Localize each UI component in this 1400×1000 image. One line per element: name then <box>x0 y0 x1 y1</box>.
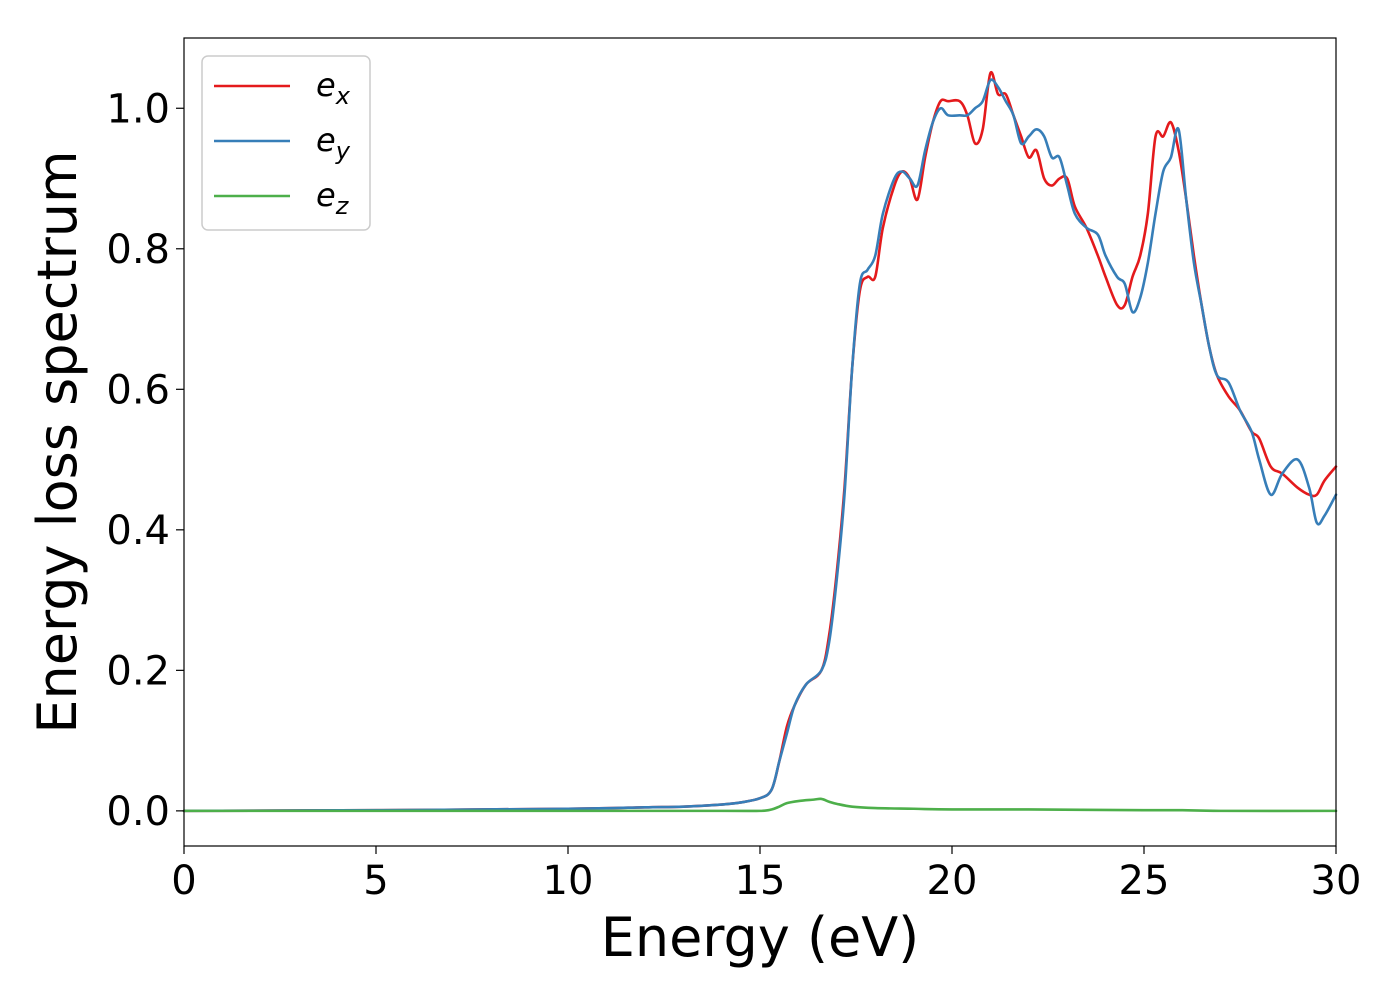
y-tick-label: 0.8 <box>106 227 170 273</box>
y-axis-title: Energy loss spectrum <box>26 150 89 733</box>
legend-label-z: ez <box>316 176 350 220</box>
legend-label-x: ex <box>316 66 351 110</box>
series-line-z <box>182 797 1338 813</box>
y-axis: 0.0 0.2 0.4 0.6 0.8 1.0 <box>106 86 184 835</box>
y-tick-label: 1.0 <box>106 86 170 132</box>
legend: ex ey ez <box>201 55 371 231</box>
x-tick-label: 15 <box>735 858 786 904</box>
x-tick-label: 25 <box>1119 858 1170 904</box>
x-tick-label: 30 <box>1311 858 1362 904</box>
x-tick-label: 10 <box>543 858 594 904</box>
y-tick-label: 0.2 <box>106 648 170 694</box>
x-tick-label: 20 <box>927 858 978 904</box>
x-tick-label: 5 <box>363 858 388 904</box>
x-tick-label: 0 <box>171 858 196 904</box>
series-line-y <box>182 78 1338 813</box>
legend-label-y: ey <box>316 121 351 165</box>
y-tick-label: 0.4 <box>106 508 170 554</box>
legend-frame <box>201 55 371 231</box>
y-tick-label: 0.0 <box>106 789 170 835</box>
x-axis-title: Energy (eV) <box>601 906 920 969</box>
series-layer <box>182 70 1338 813</box>
x-axis: 0 5 10 15 20 25 30 <box>171 846 1361 904</box>
plot-area-background <box>184 38 1336 846</box>
y-tick-label: 0.6 <box>106 367 170 413</box>
